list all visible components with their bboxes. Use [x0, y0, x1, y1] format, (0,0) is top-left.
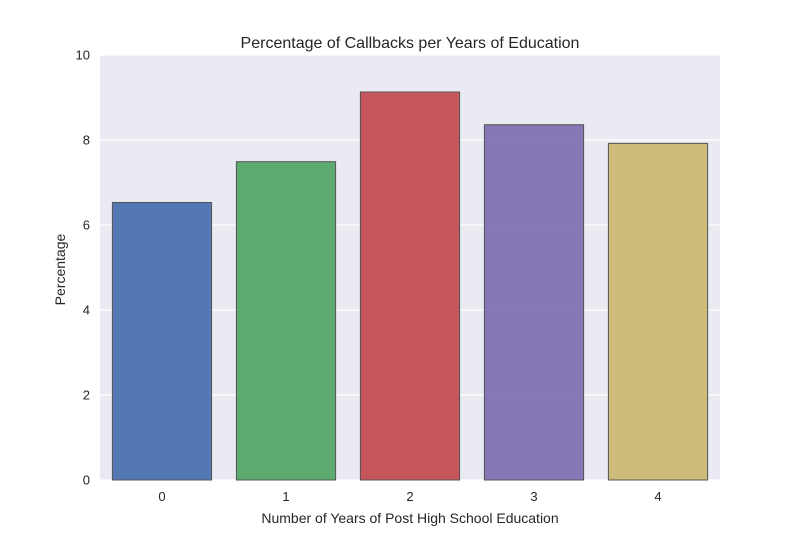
y-tick-label: 6: [83, 218, 90, 233]
x-tick-label: 0: [158, 489, 165, 504]
y-axis-label: Percentage: [52, 233, 68, 305]
x-axis-label: Number of Years of Post High School Educ…: [261, 510, 558, 526]
bar-2: [359, 91, 461, 481]
y-tick-label: 0: [83, 473, 90, 488]
x-tick-label: 1: [282, 489, 289, 504]
bar-0: [111, 201, 213, 481]
y-tick-label: 8: [83, 133, 90, 148]
y-tick-labels: 0 2 4 6 8 10: [76, 48, 90, 488]
x-tick-labels: 0 1 2 3 4: [158, 489, 661, 504]
bar-1: [235, 161, 337, 481]
bar-4: [607, 142, 709, 481]
x-tick-label: 2: [406, 489, 413, 504]
y-tick-label: 10: [76, 48, 90, 63]
x-tick-label: 4: [654, 489, 661, 504]
x-tick-label: 3: [530, 489, 537, 504]
y-tick-label: 4: [83, 303, 90, 318]
bars: [111, 91, 709, 481]
y-tick-label: 2: [83, 388, 90, 403]
bar-3: [483, 124, 585, 481]
chart-title: Percentage of Callbacks per Years of Edu…: [241, 35, 580, 52]
